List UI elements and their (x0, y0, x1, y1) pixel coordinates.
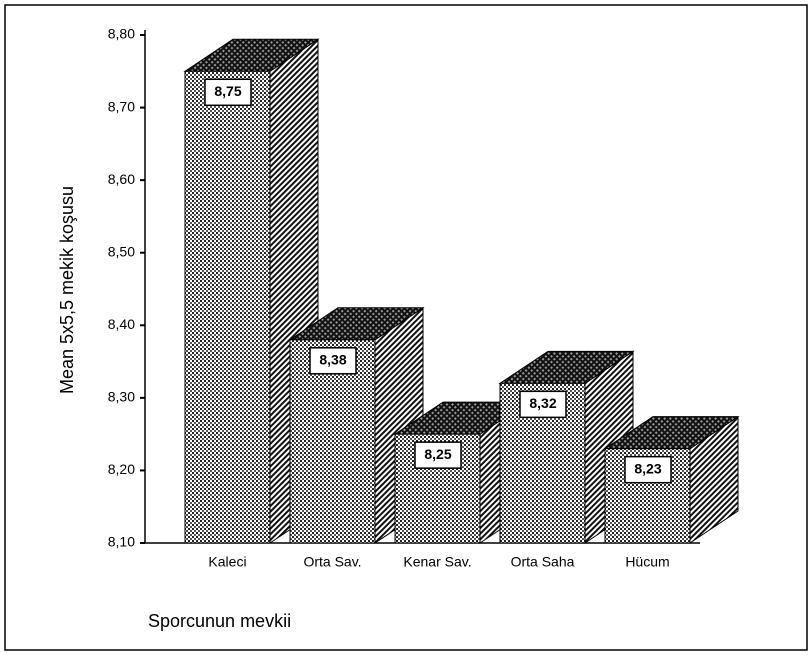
y-tick-label: 8,70 (108, 98, 135, 114)
x-tick-label: Orta Saha (511, 554, 575, 570)
value-label-box (309, 347, 357, 375)
y-tick-label: 8,30 (108, 389, 135, 405)
value-label: 8,38 (319, 352, 346, 368)
y-tick-label: 8,20 (108, 461, 135, 477)
bar (184, 70, 271, 544)
frame (4, 4, 808, 651)
y-tick-label: 8,80 (108, 26, 135, 42)
value-label: 8,23 (634, 460, 661, 476)
value-label-box (414, 441, 462, 469)
value-label: 8,25 (424, 446, 451, 462)
x-tick-label: Kenar Sav. (403, 554, 471, 570)
y-tick-label: 8,50 (108, 243, 135, 259)
y-tick-label: 8,10 (108, 534, 135, 550)
y-axis-label: Mean 5x5,5 mekik koşusu (57, 186, 77, 394)
x-tick-label: Orta Sav. (303, 554, 361, 570)
x-tick-label: Kaleci (208, 554, 246, 570)
value-label-box (624, 455, 672, 484)
value-label: 8,32 (529, 395, 556, 411)
y-tick-label: 8,60 (108, 171, 135, 187)
value-label-box (204, 78, 252, 107)
x-tick-label: Hücum (625, 554, 669, 570)
x-axis-label: Sporcunun mevkii (148, 611, 291, 631)
value-label-box (519, 390, 567, 419)
y-tick-label: 8,40 (108, 316, 135, 332)
value-label: 8,75 (214, 83, 241, 99)
